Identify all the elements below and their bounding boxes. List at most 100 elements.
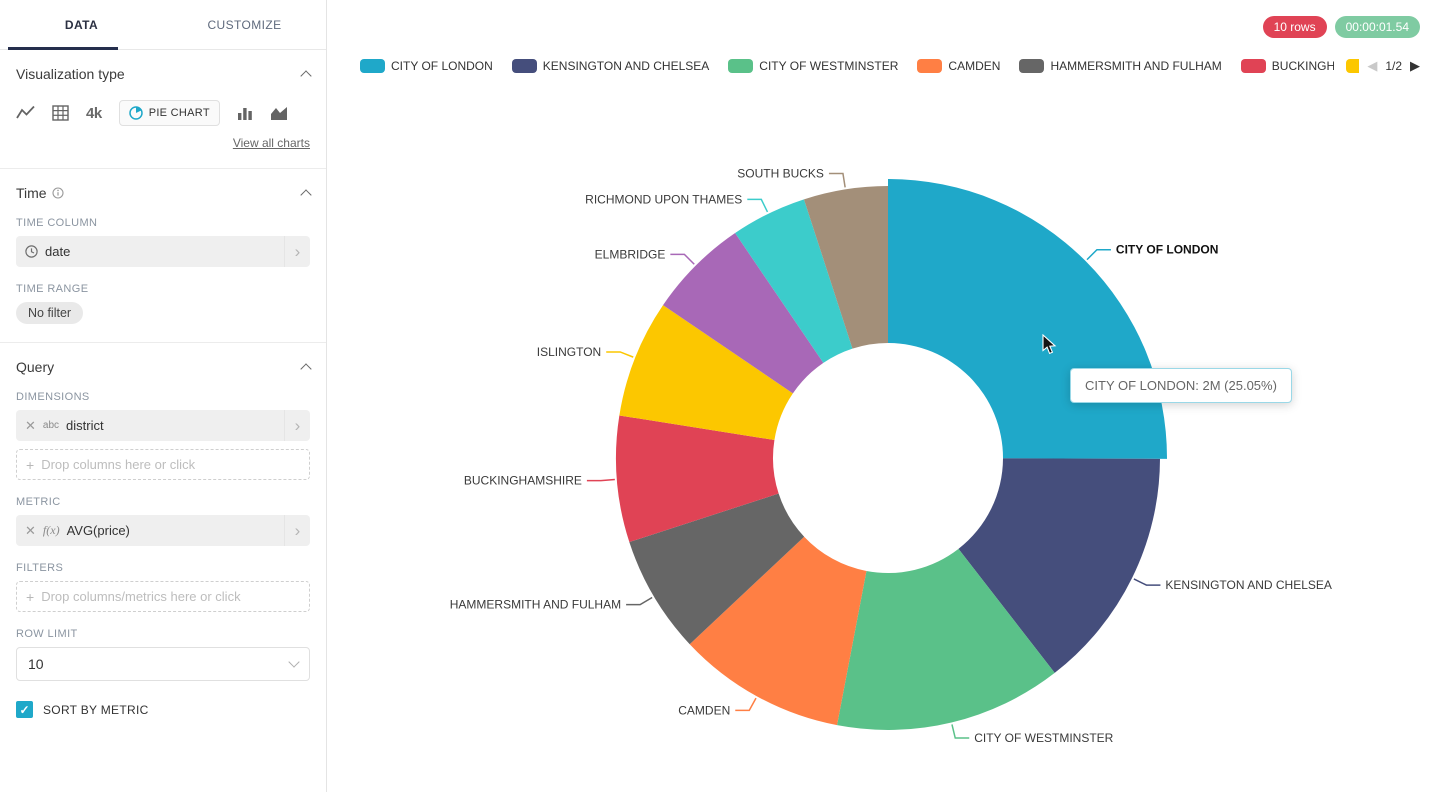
pie-label: ISLINGTON (537, 345, 601, 359)
sort-by-metric-checkbox[interactable]: ✓ (16, 701, 33, 718)
legend-pager: ◀ 1/2 ▶ (1346, 58, 1420, 74)
row-limit-select[interactable]: 10 (16, 647, 310, 681)
pie-chart[interactable]: CITY OF LONDON KENSINGTON AND CHELSEA CITY… (327, 0, 1442, 792)
dimension-value: district (66, 418, 104, 433)
big-number-chart-icon[interactable]: 4k (86, 104, 102, 122)
time-column-value: date (45, 244, 71, 259)
filters-label: FILTERS (16, 562, 64, 574)
mouse-cursor (1042, 334, 1057, 355)
viz-type-header[interactable]: Visualization type (16, 66, 312, 82)
legend-next-icon[interactable]: ▶ (1410, 58, 1420, 73)
pie-label: ELMBRIDGE (595, 247, 666, 261)
time-column-control[interactable]: date › (16, 236, 310, 267)
column-type-abc: abc (42, 420, 60, 431)
bar-chart-icon[interactable] (237, 105, 253, 121)
metric-chip-avg-price[interactable]: ✕ f(x) AVG(price) › (16, 515, 310, 546)
tab-customize[interactable]: CUSTOMIZE (207, 17, 282, 32)
legend-swatch (360, 59, 385, 73)
pie-label-line (747, 198, 769, 213)
legend-swatch (1240, 59, 1266, 73)
legend-item[interactable]: BUCKINGHAMSHIRE (1240, 59, 1335, 73)
pie-slice-city-of-london[interactable] (888, 179, 1167, 459)
time-range-label: TIME RANGE (16, 283, 89, 295)
query-header[interactable]: Query (16, 359, 312, 375)
legend-swatch (511, 59, 537, 73)
legend-swatch-truncated[interactable] (1346, 59, 1360, 73)
pie-slice-city-of-westminster[interactable] (837, 548, 1055, 730)
filters-drop-zone[interactable]: + Drop columns/metrics here or click (16, 581, 310, 612)
legend-prev-icon[interactable]: ◀ (1367, 58, 1378, 73)
pie-slice-islington[interactable] (619, 305, 793, 441)
pie-label: CITY OF WESTMINSTER (974, 731, 1113, 745)
pie-slice-camden[interactable] (689, 536, 867, 726)
legend-label: CITY OF LONDON (391, 59, 493, 73)
row-limit-label: ROW LIMIT (16, 628, 78, 640)
pie-slice-hammersmith-and-fulham[interactable] (629, 493, 805, 645)
remove-icon[interactable]: ✕ (25, 417, 36, 433)
selected-viz-label: PIE CHART (148, 107, 210, 119)
pie-label-line (828, 172, 846, 188)
legend-item[interactable]: KENSINGTON AND CHELSEA (511, 59, 710, 73)
legend-item[interactable]: CITY OF WESTMINSTER (728, 59, 898, 73)
time-section: Time TIME COLUMN date › TIME RANGE No fi… (0, 169, 326, 343)
info-icon (52, 187, 64, 199)
chevron-right-icon[interactable]: › (284, 515, 310, 546)
pie-slice-richmond-upon-thames[interactable] (735, 199, 853, 363)
pie-label-line (626, 596, 653, 606)
pie-label: CITY OF LONDON (1116, 243, 1218, 257)
metric-value: AVG(price) (66, 523, 130, 538)
pie-slice-buckinghamshire[interactable] (616, 415, 779, 543)
legend-swatch (917, 59, 943, 73)
filters-placeholder: Drop columns/metrics here or click (41, 589, 241, 604)
area-chart-icon[interactable] (270, 105, 288, 121)
viz-type-title: Visualization type (16, 66, 125, 82)
panel-tabs: DATA CUSTOMIZE (0, 0, 326, 50)
table-chart-icon[interactable] (52, 105, 69, 121)
dimension-chip-district[interactable]: ✕ abc district › (16, 410, 310, 441)
dimensions-placeholder: Drop columns here or click (41, 457, 196, 472)
pie-slice-south-bucks[interactable] (803, 186, 888, 349)
remove-icon[interactable]: ✕ (25, 522, 36, 538)
dimensions-drop-zone[interactable]: + Drop columns here or click (16, 449, 310, 480)
sort-by-metric-row[interactable]: ✓ SORT BY METRIC (16, 701, 310, 718)
tab-data[interactable]: DATA (0, 0, 163, 50)
plus-icon: + (26, 588, 35, 605)
selected-viz-pie-chart[interactable]: PIE CHART (118, 100, 220, 126)
pie-label-line (735, 697, 757, 712)
chevron-right-icon[interactable]: › (284, 236, 310, 267)
pie-slice-kensington-and-chelsea[interactable] (958, 458, 1160, 673)
tooltip-text: CITY OF LONDON: 2M (25.05%) (1085, 378, 1277, 393)
rowcount-badge[interactable]: 10 rows (1262, 16, 1327, 38)
legend-items: CITY OF LONDON KENSINGTON AND CHELSEA CITY… (360, 59, 1334, 73)
sort-by-metric-label: SORT BY METRIC (43, 702, 149, 717)
line-chart-icon[interactable] (16, 105, 35, 121)
clock-icon (25, 245, 38, 258)
control-panel: DATA CUSTOMIZE Visualization type 4k PIE… (0, 0, 327, 792)
pie-label: KENSINGTON AND CHELSEA (1165, 578, 1332, 592)
dimensions-label: DIMENSIONS (16, 391, 90, 403)
pie-label: CAMDEN (678, 703, 730, 717)
legend-label: KENSINGTON AND CHELSEA (542, 59, 710, 73)
pie-label: SOUTH BUCKS (737, 167, 824, 181)
pie-label-line (1133, 578, 1161, 586)
time-header[interactable]: Time (16, 185, 312, 201)
legend-label: BUCKINGHAMSHIRE (1271, 59, 1335, 73)
legend-swatch (1019, 59, 1045, 73)
pie-label-line (1086, 248, 1111, 261)
query-section: Query DIMENSIONS ✕ abc district › + Drop… (0, 343, 326, 736)
legend-label: CITY OF WESTMINSTER (759, 59, 899, 73)
pie-label: RICHMOND UPON THAMES (585, 192, 742, 206)
legend: CITY OF LONDON KENSINGTON AND CHELSEA CITY… (360, 58, 1420, 74)
chevron-up-icon (300, 70, 312, 82)
legend-item[interactable]: CITY OF LONDON (360, 59, 493, 73)
pie-label: BUCKINGHAMSHIRE (464, 474, 582, 488)
view-all-charts-link[interactable]: View all charts (232, 136, 310, 150)
legend-label: HAMMERSMITH AND FULHAM (1050, 59, 1222, 73)
metric-label: METRIC (16, 496, 61, 508)
legend-item[interactable]: CAMDEN (917, 59, 1000, 73)
time-range-pill[interactable]: No filter (16, 302, 84, 324)
pie-slice-elmbridge[interactable] (663, 233, 824, 394)
chevron-right-icon[interactable]: › (284, 410, 310, 441)
legend-item[interactable]: HAMMERSMITH AND FULHAM (1019, 59, 1222, 73)
